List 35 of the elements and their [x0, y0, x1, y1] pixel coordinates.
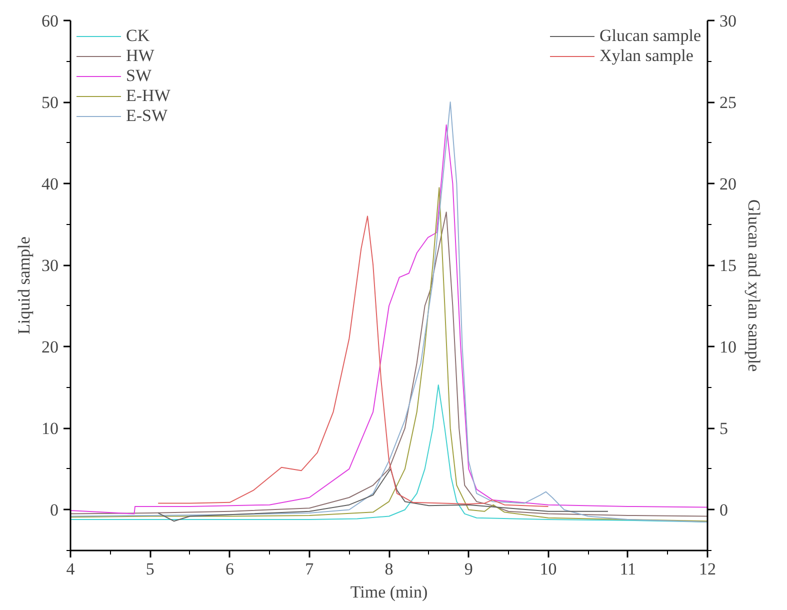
- y2-tick-label: 30: [720, 12, 736, 30]
- legend-label: HW: [126, 46, 154, 66]
- y-axis-title: Liquid sample: [14, 236, 34, 334]
- y-tick-label: 60: [42, 12, 58, 30]
- y-tick-label: 20: [42, 338, 58, 357]
- y-tick-label: 0: [50, 500, 58, 520]
- line-series: [158, 216, 549, 507]
- x-tick-label: 7: [305, 560, 314, 578]
- line-series: [158, 468, 608, 522]
- x-tick-label: 11: [620, 560, 636, 578]
- y2-tick-label: 5: [720, 419, 728, 438]
- legend-label: Glucan sample: [600, 26, 701, 46]
- y2-tick-label: 0: [720, 500, 728, 520]
- x-tick-label: 10: [540, 560, 557, 578]
- y2-tick-label: 10: [720, 338, 736, 357]
- legend-label: SW: [126, 66, 152, 86]
- legend-label: Xylan sample: [600, 46, 694, 66]
- x-tick-label: 8: [384, 560, 394, 578]
- legend-label: E-HW: [126, 86, 170, 106]
- y-tick-label: 10: [42, 419, 58, 438]
- legend-label: CK: [126, 26, 150, 46]
- x-axis-title: Time (min): [350, 582, 428, 602]
- x-tick-label: 6: [226, 560, 234, 578]
- y-tick-label: 30: [42, 256, 58, 276]
- y2-tick-label: 15: [720, 256, 736, 276]
- legend-label: E-SW: [126, 106, 168, 126]
- y-tick-label: 50: [42, 93, 58, 112]
- y2-tick-label: 20: [720, 174, 736, 194]
- y-tick-label: 40: [42, 174, 58, 194]
- x-tick-label: 9: [464, 560, 473, 578]
- x-tick-label: 5: [146, 560, 154, 578]
- x-tick-label: 4: [66, 560, 76, 578]
- x-tick-label: 12: [699, 560, 716, 578]
- y2-axis-title: Glucan and xylan sample: [744, 199, 764, 372]
- y2-tick-label: 25: [720, 93, 736, 112]
